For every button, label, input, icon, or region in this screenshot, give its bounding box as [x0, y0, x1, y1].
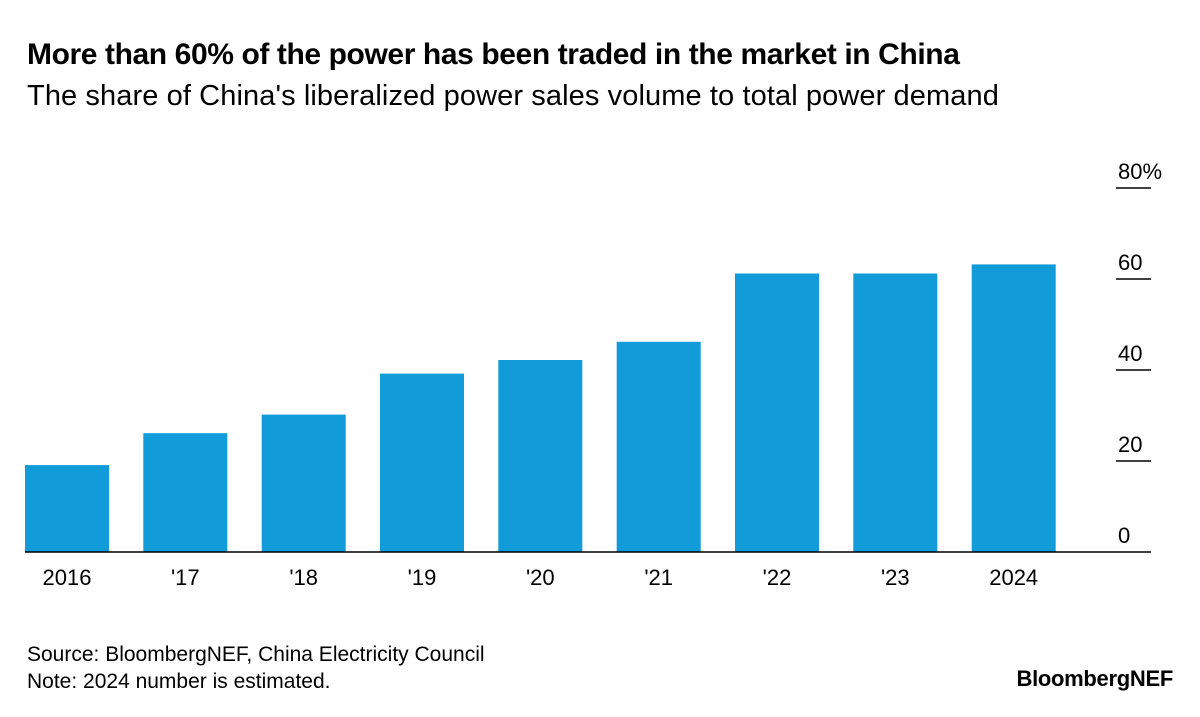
source-note: Source: BloombergNEF, China Electricity … — [27, 643, 485, 666]
y-tick-label: 60 — [1118, 250, 1142, 275]
x-tick-label: '20 — [526, 565, 555, 590]
bar-7 — [853, 273, 938, 552]
bar-6 — [735, 273, 819, 552]
bar-2 — [261, 414, 346, 552]
y-tick-label: 40 — [1118, 341, 1142, 366]
y-tick-label: 80% — [1118, 159, 1162, 184]
x-tick-label: '22 — [763, 565, 792, 590]
bar-3 — [380, 373, 464, 552]
y-tick-label: 0 — [1118, 523, 1130, 548]
bar-0 — [25, 465, 109, 552]
bar-group — [25, 264, 1056, 552]
x-axis-labels: 2016 '17 '18 '19 '20 '21 '22 '23 2024 — [43, 565, 1039, 590]
chart-title: More than 60% of the power has been trad… — [27, 38, 960, 71]
x-tick-label: '18 — [289, 565, 318, 590]
bar-4 — [498, 360, 583, 552]
x-tick-label: '17 — [171, 565, 200, 590]
x-tick-label: 2024 — [989, 565, 1038, 590]
footnote: Note: 2024 number is estimated. — [27, 670, 331, 693]
x-tick-label: '19 — [408, 565, 437, 590]
bar-1 — [143, 433, 228, 552]
x-tick-label: '23 — [881, 565, 910, 590]
x-tick-label: 2016 — [43, 565, 92, 590]
bar-8 — [971, 264, 1056, 552]
bar-5 — [616, 341, 701, 552]
y-tick-label: 20 — [1118, 432, 1142, 457]
brand-logo: BloombergNEF — [1016, 666, 1173, 691]
x-tick-label: '21 — [644, 565, 673, 590]
y-axis: 0 20 40 60 80% — [1116, 159, 1162, 548]
chart-subtitle: The share of China's liberalized power s… — [27, 80, 999, 112]
